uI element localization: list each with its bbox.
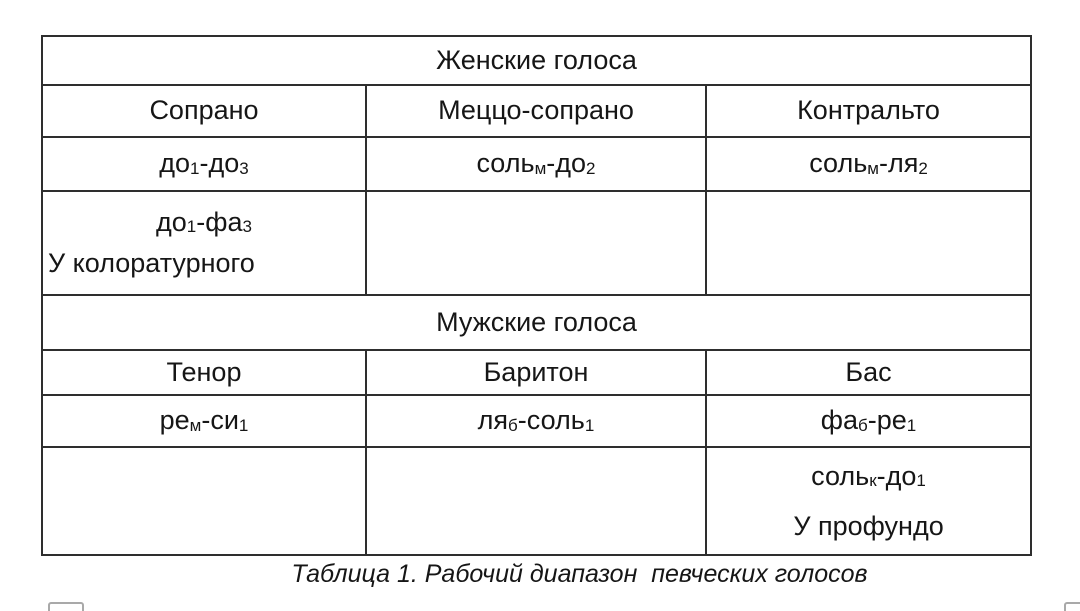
- table-cell: Контральто: [704, 84, 1033, 138]
- text-segment: -си: [201, 405, 239, 436]
- cell-line: сольм-ля2: [707, 146, 1030, 181]
- subscript: 3: [239, 158, 249, 178]
- text-segment: ля: [477, 405, 509, 436]
- table-row: Тенор Баритон Бас: [41, 349, 1033, 396]
- text-segment: Баритон: [483, 356, 589, 387]
- cell-line: фаб-ре1: [707, 403, 1030, 438]
- table-cell: Баритон: [365, 349, 707, 396]
- text-segment: Бас: [845, 356, 892, 387]
- table-caption: Таблица 1. Рабочий диапазон певческих го…: [291, 560, 868, 588]
- table-cell: [365, 190, 707, 296]
- text-segment: -фа: [196, 207, 243, 237]
- subscript: м: [867, 158, 879, 178]
- cell-line: Баритон: [367, 355, 705, 390]
- table-cell: Бас: [704, 349, 1033, 396]
- subscript: к: [869, 471, 877, 491]
- voices-table: Женские голоса Сопрано Меццо-сопрано Контра…: [40, 35, 1033, 556]
- cell-line: У колоратурного: [43, 243, 365, 284]
- subscript: 3: [242, 217, 252, 237]
- section-header-cell: Мужские голоса: [40, 294, 1033, 351]
- table-cell: сольм-до2: [365, 136, 707, 192]
- table-row: сольк-до1 У профундо: [41, 446, 1033, 556]
- table-cell: сольк-до1 У профундо: [704, 446, 1033, 556]
- subscript: б: [508, 415, 518, 435]
- text-segment: до: [159, 148, 191, 179]
- table-cell: [704, 190, 1033, 296]
- cell-line: Сопрано: [43, 93, 365, 128]
- cell-line: до1-фа3: [43, 202, 365, 243]
- text-segment: -до: [876, 461, 917, 491]
- table-cell: Тенор: [41, 349, 367, 396]
- cell-line: сольм-до2: [367, 146, 705, 181]
- table-row: до1-до3 сольм-до2 сольм-ля2: [41, 136, 1033, 192]
- cell-line: рем-си1: [43, 403, 365, 438]
- cell-line: ляб-соль1: [367, 403, 705, 438]
- subscript: 2: [918, 158, 928, 178]
- text-segment: Тенор: [166, 356, 242, 387]
- table-cell: до1-фа3 У колоратурного: [41, 190, 367, 296]
- table-cell: сольм-ля2: [704, 136, 1033, 192]
- subscript: 1: [190, 158, 200, 178]
- text-segment: фа: [820, 405, 858, 436]
- table-row: Сопрано Меццо-сопрано Контральто: [41, 84, 1033, 138]
- cell-line: Контральто: [707, 93, 1030, 128]
- text-segment: -ре: [867, 405, 907, 436]
- cropped-ui-box-left: [48, 602, 84, 611]
- text-segment: соль: [809, 148, 868, 179]
- subscript: 1: [916, 471, 926, 491]
- text-segment: соль: [476, 148, 535, 179]
- text-segment: до: [156, 207, 187, 237]
- text-segment: Сопрано: [149, 95, 259, 126]
- subscript: 2: [586, 158, 596, 178]
- cell-line: Бас: [707, 355, 1030, 390]
- text-segment: У колоратурного: [48, 248, 255, 278]
- subscript: б: [858, 415, 868, 435]
- text-segment: У профундо: [793, 511, 944, 541]
- subscript: 1: [584, 415, 595, 435]
- text-segment: Меццо-сопрано: [438, 95, 634, 126]
- section-header-cell: Женские голоса: [40, 35, 1033, 86]
- table-cell: Сопрано: [41, 84, 367, 138]
- cell-line: У профундо: [707, 501, 1030, 551]
- table-cell: [365, 446, 707, 556]
- section-row: Мужские голоса: [40, 294, 1033, 351]
- subscript: м: [189, 415, 202, 435]
- text-segment: ре: [159, 405, 190, 436]
- text-segment: Контральто: [797, 95, 940, 126]
- cell-line: Меццо-сопрано: [367, 93, 705, 128]
- table-row: рем-си1 ляб-соль1 фаб-ре1: [41, 394, 1033, 448]
- subscript: 1: [186, 217, 197, 237]
- cropped-ui-box-right: [1064, 602, 1080, 611]
- text-segment: соль: [811, 461, 870, 491]
- table-cell: Меццо-сопрано: [365, 84, 707, 138]
- table-cell: ляб-соль1: [365, 394, 707, 448]
- section-row: Женские голоса: [40, 35, 1033, 86]
- cell-line: Тенор: [43, 355, 365, 390]
- subscript: 1: [238, 415, 249, 435]
- cell-line: сольк-до1: [707, 451, 1030, 501]
- table-cell: до1-до3: [41, 136, 367, 192]
- text-segment: -до: [546, 148, 587, 179]
- table-cell: [41, 446, 367, 556]
- subscript: м: [534, 158, 547, 178]
- subscript: 1: [906, 415, 917, 435]
- text-segment: -до: [199, 148, 240, 179]
- voices-table-body: Женские голоса Сопрано Меццо-сопрано Контра…: [40, 35, 1033, 556]
- text-segment: -соль: [517, 405, 585, 436]
- cell-line: до1-до3: [43, 146, 365, 181]
- table-cell: рем-си1: [41, 394, 367, 448]
- text-segment: -ля: [878, 148, 919, 179]
- table-row: до1-фа3 У колоратурного: [41, 190, 1033, 296]
- table-cell: фаб-ре1: [704, 394, 1033, 448]
